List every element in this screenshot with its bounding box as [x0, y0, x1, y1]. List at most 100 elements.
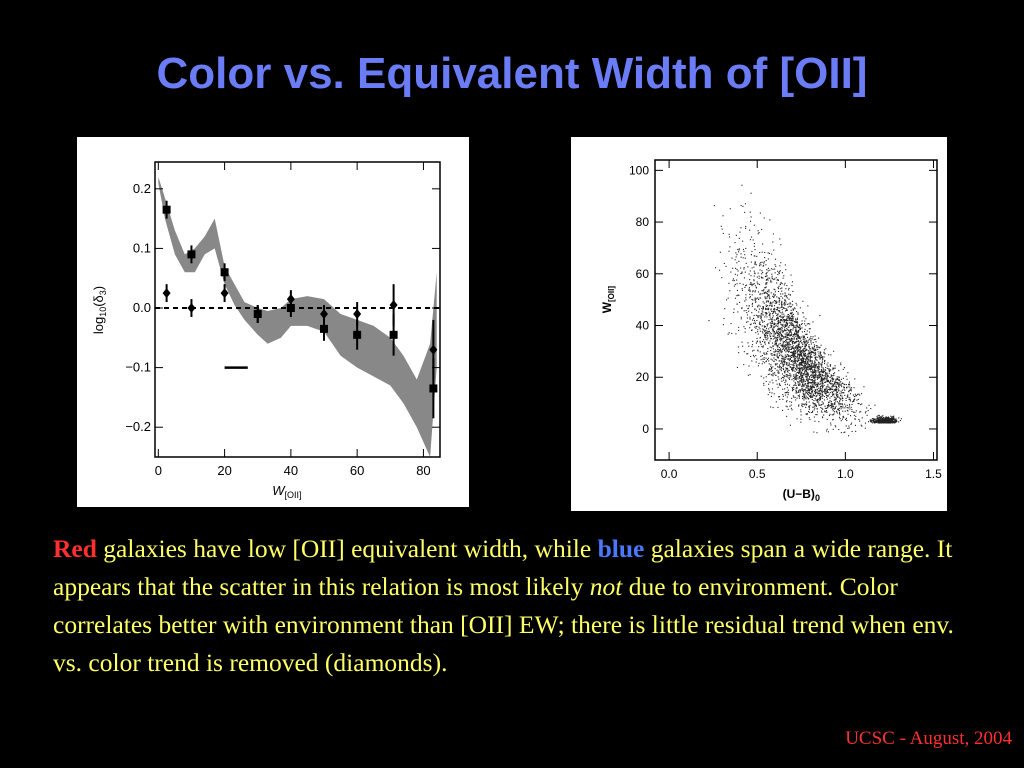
scatter-point	[826, 376, 828, 378]
scatter-point	[809, 360, 811, 362]
scatter-point	[825, 348, 827, 350]
scatter-point	[815, 357, 817, 359]
scatter-point	[799, 364, 801, 366]
scatter-point	[808, 345, 810, 347]
scatter-point	[767, 309, 769, 311]
scatter-point	[790, 320, 792, 322]
scatter-point	[788, 355, 790, 357]
scatter-point	[797, 348, 799, 350]
scatter-point	[783, 379, 785, 381]
scatter-point	[819, 390, 821, 392]
scatter-point	[786, 325, 788, 327]
scatter-point	[765, 312, 767, 314]
scatter-point	[830, 354, 832, 356]
scatter-point	[809, 352, 811, 354]
scatter-point	[806, 384, 808, 386]
scatter-point	[787, 394, 789, 396]
scatter-point	[761, 331, 763, 333]
scatter-point	[819, 385, 821, 387]
scatter-point	[777, 328, 779, 330]
scatter-point	[795, 384, 797, 386]
scatter-point	[767, 300, 769, 302]
scatter-point	[792, 309, 794, 311]
scatter-point	[815, 349, 817, 351]
scatter-point	[849, 389, 851, 391]
scatter-point	[827, 406, 829, 408]
scatter-point	[820, 390, 822, 392]
scatter-point	[796, 340, 798, 342]
scatter-point	[853, 399, 855, 401]
scatter-point	[764, 353, 766, 355]
scatter-point	[797, 395, 799, 397]
scatter-point	[776, 355, 778, 357]
scatter-point	[891, 420, 893, 422]
scatter-point	[781, 290, 783, 292]
scatter-point	[793, 338, 795, 340]
scatter-point	[813, 354, 815, 356]
scatter-point	[819, 376, 821, 378]
scatter-point	[809, 388, 811, 390]
scatter-point	[777, 330, 779, 332]
scatter-point	[769, 269, 771, 271]
scatter-point	[738, 249, 740, 251]
scatter-point	[809, 365, 811, 367]
scatter-point	[821, 361, 823, 363]
scatter-point	[826, 373, 828, 375]
scatter-point	[753, 356, 755, 358]
scatter-point	[797, 347, 799, 349]
scatter-point	[821, 401, 823, 403]
scatter-point	[768, 291, 770, 293]
scatter-point	[781, 339, 783, 341]
scatter-point	[780, 324, 782, 326]
scatter-point	[785, 379, 787, 381]
scatter-point	[797, 337, 799, 339]
scatter-point	[802, 348, 804, 350]
scatter-point	[808, 339, 810, 341]
caption-part-1: galaxies have low [OII] equivalent width…	[96, 534, 598, 563]
scatter-point	[892, 419, 894, 421]
scatter-point	[791, 281, 793, 283]
scatter-point	[851, 387, 853, 389]
scatter-point	[786, 297, 788, 299]
scatter-point	[815, 391, 817, 393]
scatter-point	[748, 310, 750, 312]
scatter-point	[768, 341, 770, 343]
scatter-point	[776, 353, 778, 355]
scatter-point	[761, 310, 763, 312]
scatter-point	[762, 271, 764, 273]
scatter-point	[759, 324, 761, 326]
scatter-point	[826, 372, 828, 374]
scatter-point	[793, 342, 795, 344]
scatter-point	[814, 378, 816, 380]
scatter-point	[762, 346, 764, 348]
scatter-point	[798, 384, 800, 386]
scatter-point	[811, 390, 813, 392]
scatter-point	[765, 275, 767, 277]
scatter-point	[768, 363, 770, 365]
scatter-point	[819, 371, 821, 373]
scatter-point	[783, 358, 785, 360]
scatter-point	[797, 346, 799, 348]
scatter-point	[775, 374, 777, 376]
scatter-point	[777, 274, 779, 276]
scatter-point	[778, 321, 780, 323]
scatter-point	[791, 342, 793, 344]
scatter-point	[800, 421, 802, 423]
scatter-point	[813, 375, 815, 377]
scatter-point	[803, 381, 805, 383]
scatter-point	[776, 338, 778, 340]
scatter-point	[727, 333, 729, 335]
scatter-point	[784, 299, 786, 301]
scatter-point	[842, 410, 844, 412]
scatter-point	[812, 406, 814, 408]
scatter-point	[777, 371, 779, 373]
scatter-point	[809, 337, 811, 339]
scatter-point	[833, 393, 835, 395]
scatter-point	[792, 377, 794, 379]
scatter-point	[788, 364, 790, 366]
scatter-point	[811, 356, 813, 358]
scatter-point	[807, 387, 809, 389]
scatter-point	[767, 289, 769, 291]
scatter-point	[821, 391, 823, 393]
scatter-point	[799, 357, 801, 359]
